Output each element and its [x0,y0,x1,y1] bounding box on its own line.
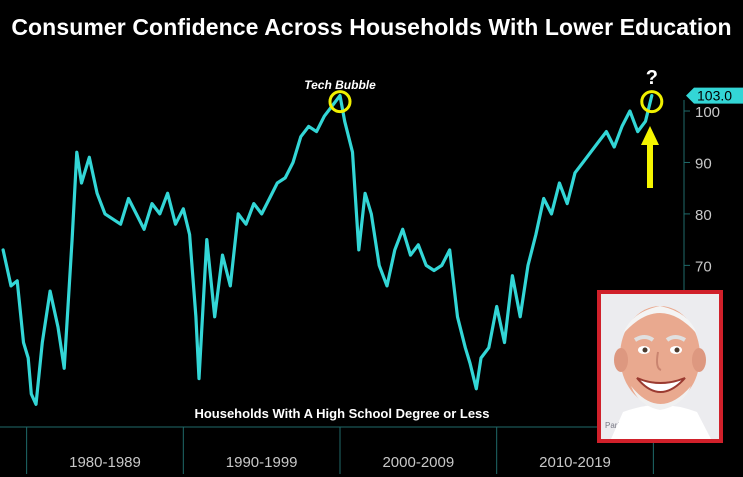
smiling-elderly-man-photo: Paricot [597,290,723,443]
left-eyebrow [633,335,655,342]
grin-mouth [636,377,686,393]
series-label: Households With A High School Degree or … [194,406,489,421]
y-tick-label: 70 [695,258,712,275]
y-tick-label: 80 [695,207,712,224]
y-tick-label: 100 [695,104,720,121]
right-ear [692,348,706,372]
right-pupil [674,347,680,353]
annotation-layer: Tech Bubble ? Households With A High Sch… [194,67,664,421]
latest-peak-circle [640,90,664,114]
hair-shape [623,306,697,334]
x-axis-period-labels: 1980-1989 1990-1999 2000-2009 2010-2019 [69,454,611,471]
series-line-consumer-confidence [1,93,654,406]
nose-line [656,351,662,371]
question-mark-label: ? [646,67,658,89]
last-value-tag [686,87,743,104]
left-ear [614,348,628,372]
white-beard [631,386,691,410]
tech-bubble-circle [328,90,352,114]
series-line-layer [1,93,654,406]
y-tick-label: 90 [695,155,712,172]
meme-photo-drawing: Paricot [601,294,719,439]
x-period-label: 1980-1989 [69,454,141,471]
last-value-label: 103.0 [697,88,732,104]
period-divider-layer [0,426,680,474]
up-arrow-head [641,126,659,145]
right-eyebrow [665,335,687,342]
shirt-shape [611,405,711,439]
x-period-label: 1990-1999 [226,454,298,471]
left-pupil [642,347,648,353]
tech-bubble-label: Tech Bubble [304,78,376,92]
x-period-label: 2000-2009 [382,454,454,471]
chart-title: Consumer Confidence Across Households Wi… [11,14,732,40]
x-period-label: 2010-2019 [539,454,611,471]
